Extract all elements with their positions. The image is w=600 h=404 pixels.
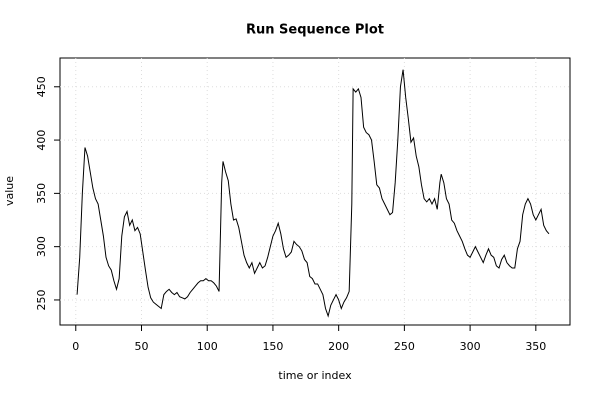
x-tick-label: 350 [525, 340, 546, 353]
x-tick-label: 200 [328, 340, 349, 353]
y-tick-label: 250 [35, 289, 48, 310]
y-tick-label: 300 [35, 236, 48, 257]
x-tick-label: 100 [197, 340, 218, 353]
x-tick-label: 300 [460, 340, 481, 353]
x-tick-label: 0 [72, 340, 79, 353]
x-tick-label: 50 [134, 340, 148, 353]
x-tick-label: 250 [394, 340, 415, 353]
plot-frame [59, 57, 571, 326]
x-axis-label: time or index [278, 369, 352, 382]
y-tick-label: 400 [35, 130, 48, 151]
y-tick-label: 450 [35, 76, 48, 97]
data-line [76, 69, 550, 318]
y-tick-label: 350 [35, 183, 48, 204]
chart-title: Run Sequence Plot [246, 23, 384, 38]
x-tick-label: 150 [262, 340, 283, 353]
y-axis-label: value [3, 176, 16, 206]
